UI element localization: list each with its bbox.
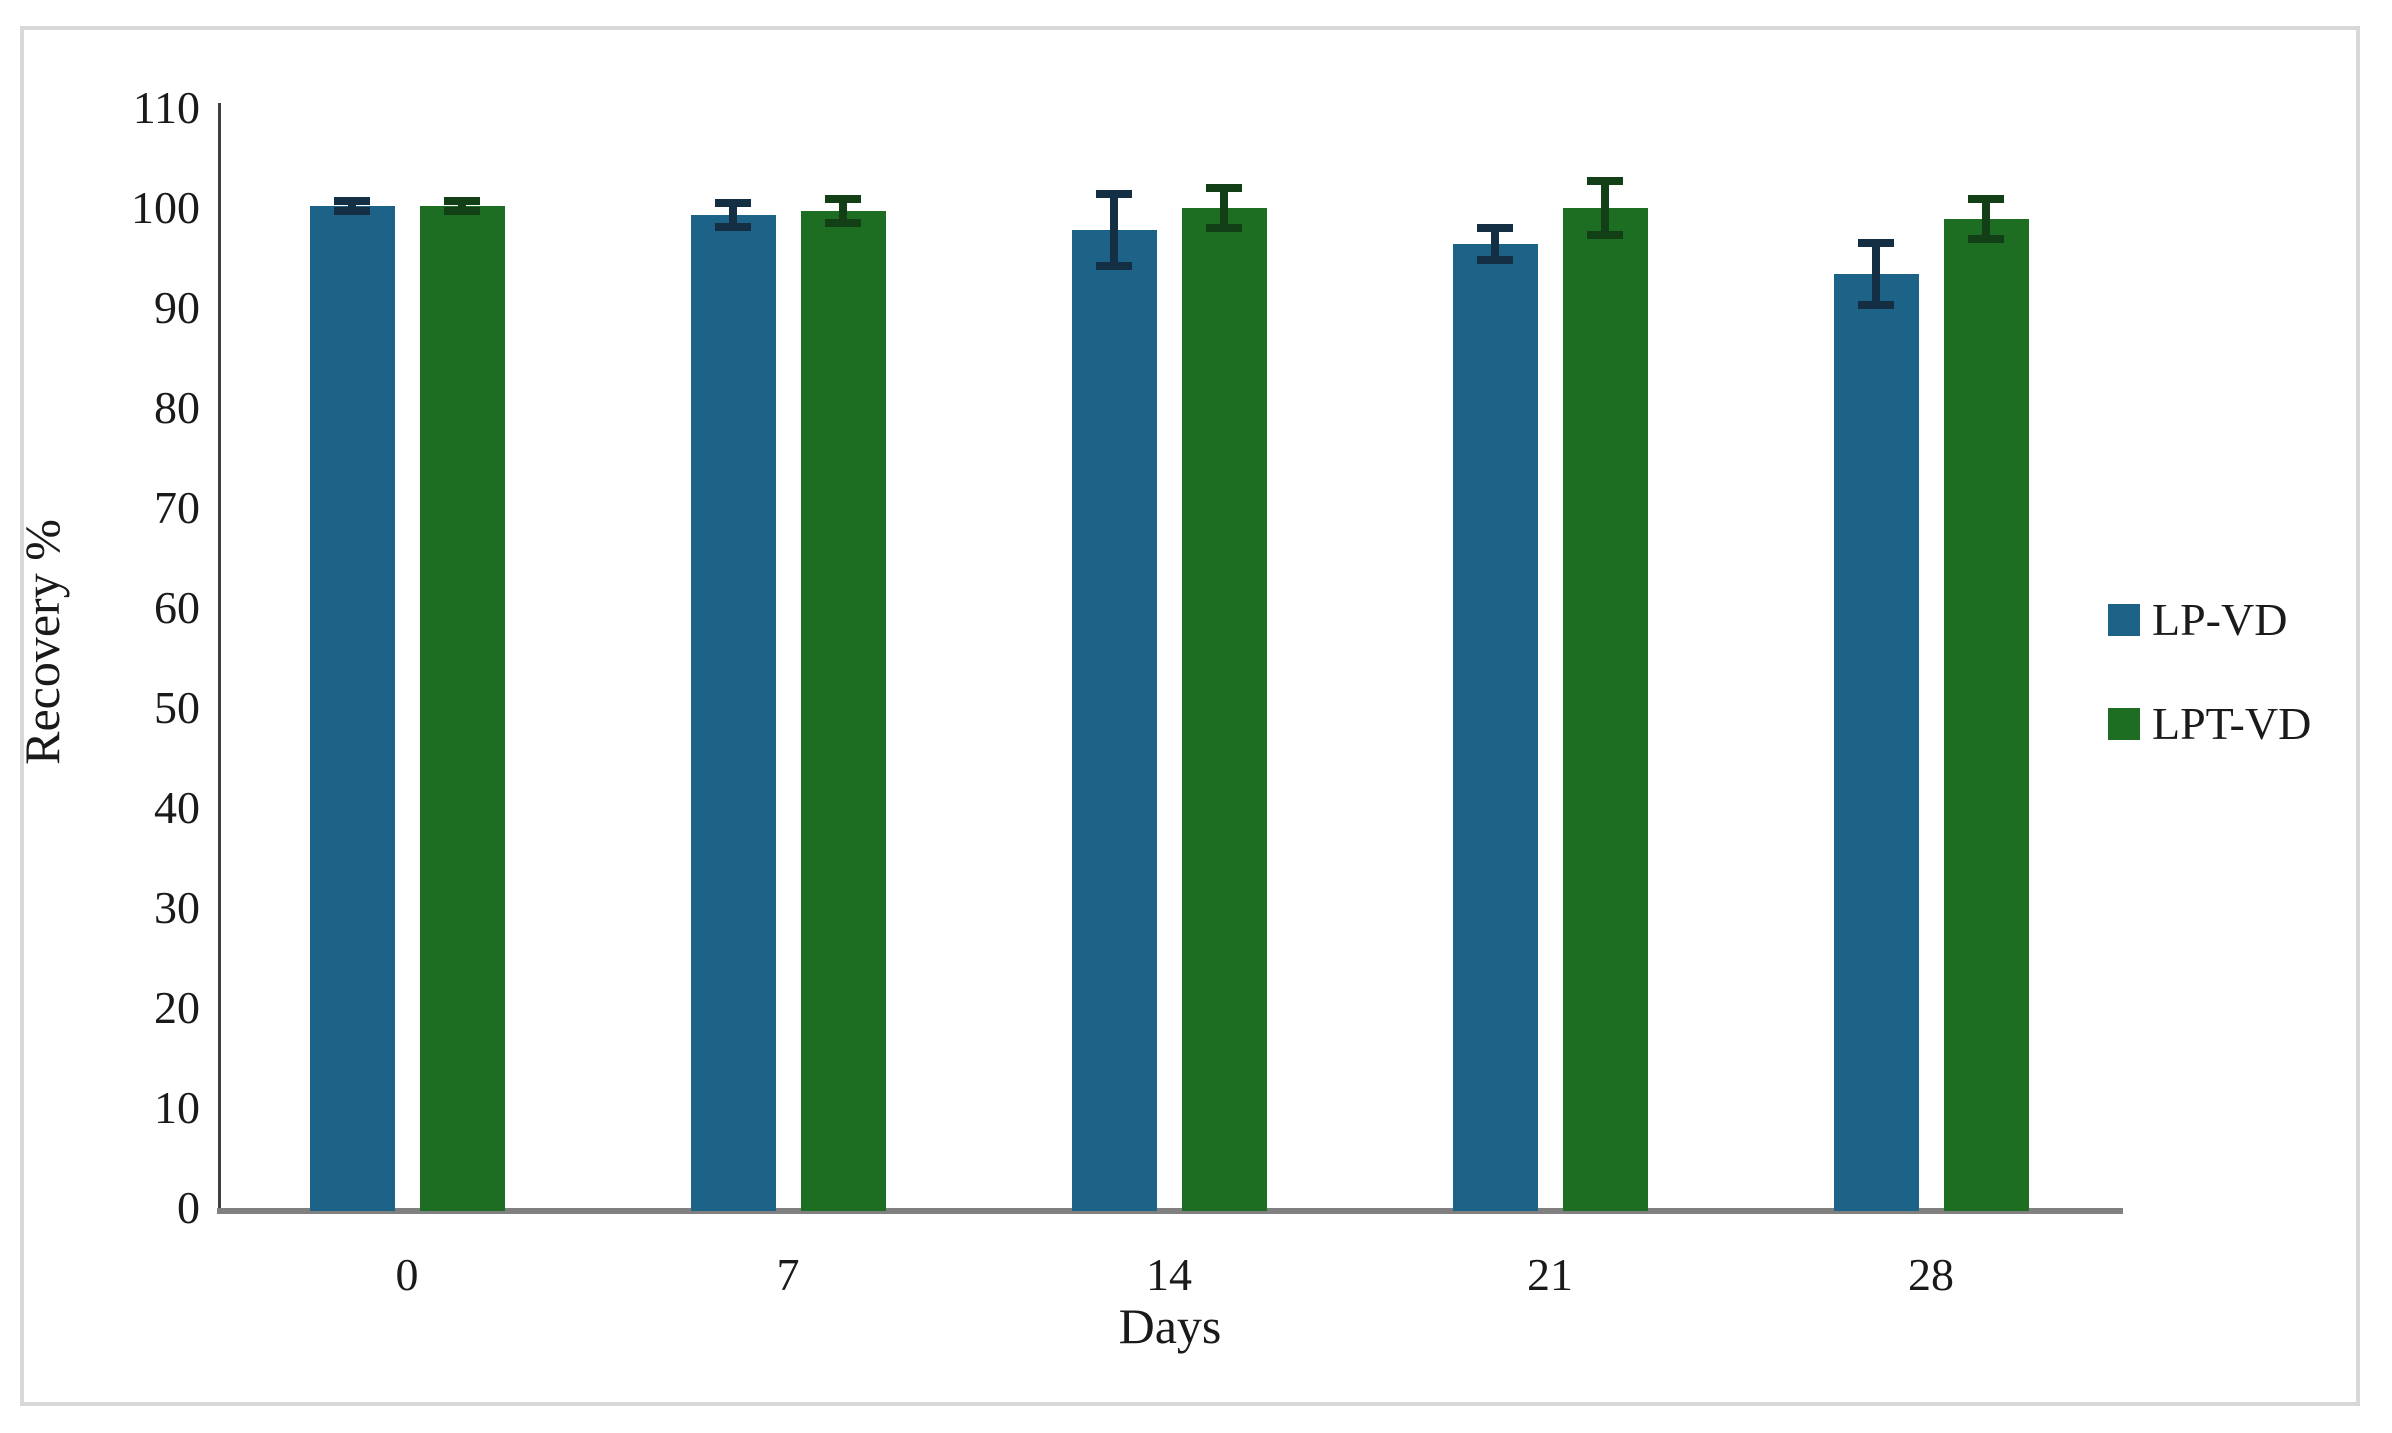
error-cap-top-lpt-vd-day-28	[1968, 195, 2004, 203]
error-cap-bottom-lp-vd-day-0	[334, 207, 370, 215]
legend-label-lp-vd: LP-VD	[2152, 594, 2288, 645]
x-tick-label-7: 7	[776, 1249, 800, 1300]
error-cap-top-lpt-vd-day-14	[1206, 184, 1242, 192]
error-whisker-lp-vd-day-7	[729, 203, 737, 227]
y-axis-line	[218, 103, 221, 1214]
y-tick-label-20: 20	[154, 982, 200, 1033]
y-tick-label-0: 0	[177, 1182, 200, 1233]
error-cap-bottom-lp-vd-day-14	[1096, 262, 1132, 270]
y-tick-label-100: 100	[131, 182, 200, 233]
y-tick-label-30: 30	[154, 882, 200, 933]
error-cap-top-lpt-vd-day-0	[444, 197, 480, 205]
error-whisker-lp-vd-day-0	[348, 201, 356, 211]
legend-label-lpt-vd: LPT-VD	[2152, 698, 2312, 749]
x-axis-title: Days	[1118, 1298, 1222, 1354]
error-whisker-lp-vd-day-28	[1872, 243, 1880, 305]
error-cap-bottom-lp-vd-day-28	[1858, 301, 1894, 309]
error-cap-bottom-lpt-vd-day-14	[1206, 224, 1242, 232]
bar-lpt-vd-day-28	[1943, 219, 2029, 1211]
y-tick-label-80: 80	[154, 382, 200, 433]
legend-swatch-lp-vd	[2108, 604, 2140, 636]
bar-lp-vd-day-0	[309, 206, 395, 1211]
x-tick-label-14: 14	[1146, 1249, 1192, 1300]
y-tick-label-90: 90	[154, 282, 200, 333]
legend-swatch-lpt-vd	[2108, 708, 2140, 740]
error-whisker-lp-vd-day-21	[1491, 228, 1499, 260]
error-whisker-lpt-vd-day-7	[839, 199, 847, 223]
error-cap-top-lp-vd-day-0	[334, 197, 370, 205]
error-cap-bottom-lpt-vd-day-28	[1968, 235, 2004, 243]
error-whisker-lpt-vd-day-21	[1601, 181, 1609, 235]
bar-lp-vd-day-21	[1452, 244, 1538, 1211]
y-tick-label-10: 10	[154, 1082, 200, 1133]
bar-lp-vd-day-28	[1833, 274, 1919, 1211]
error-cap-top-lp-vd-day-28	[1858, 239, 1894, 247]
legend-item-lpt-vd: LPT-VD	[2108, 700, 2311, 748]
bar-lpt-vd-day-21	[1562, 208, 1648, 1211]
error-cap-top-lp-vd-day-21	[1477, 224, 1513, 232]
error-cap-bottom-lpt-vd-day-21	[1587, 231, 1623, 239]
bar-lpt-vd-day-0	[419, 206, 505, 1211]
y-tick-label-60: 60	[154, 582, 200, 633]
y-tick-label-40: 40	[154, 782, 200, 833]
y-tick-label-50: 50	[154, 682, 200, 733]
x-tick-label-0: 0	[395, 1249, 419, 1300]
error-cap-bottom-lp-vd-day-21	[1477, 256, 1513, 264]
error-whisker-lpt-vd-day-14	[1220, 188, 1228, 228]
bar-lpt-vd-day-7	[800, 211, 886, 1211]
error-cap-top-lp-vd-day-14	[1096, 190, 1132, 198]
error-cap-bottom-lpt-vd-day-7	[825, 219, 861, 227]
error-cap-top-lpt-vd-day-21	[1587, 177, 1623, 185]
error-cap-bottom-lp-vd-day-7	[715, 223, 751, 231]
error-cap-top-lp-vd-day-7	[715, 199, 751, 207]
error-whisker-lpt-vd-day-28	[1982, 199, 1990, 239]
bar-lp-vd-day-7	[690, 215, 776, 1211]
error-whisker-lp-vd-day-14	[1110, 194, 1118, 266]
bar-lpt-vd-day-14	[1181, 208, 1267, 1211]
y-tick-label-70: 70	[154, 482, 200, 533]
legend-item-lp-vd: LP-VD	[2108, 596, 2311, 644]
y-tick-label-110: 110	[132, 82, 200, 133]
x-tick-label-28: 28	[1908, 1249, 1954, 1300]
error-cap-bottom-lpt-vd-day-0	[444, 207, 480, 215]
x-tick-label-21: 21	[1527, 1249, 1573, 1300]
legend: LP-VD LPT-VD	[2108, 596, 2311, 804]
bar-lp-vd-day-14	[1071, 230, 1157, 1211]
error-whisker-lpt-vd-day-0	[458, 201, 466, 211]
x-axis-line	[217, 1208, 2123, 1214]
error-cap-top-lpt-vd-day-7	[825, 195, 861, 203]
